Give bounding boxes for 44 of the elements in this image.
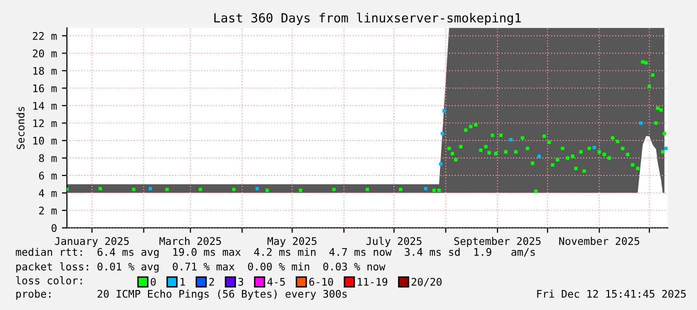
x-tick-label: March 2025 (159, 236, 221, 245)
point (538, 154, 541, 158)
y-axis-title: Seconds (16, 106, 25, 150)
point (442, 109, 446, 113)
y-tick-label: 0 (52, 224, 57, 232)
y-tick-label: 14 m (33, 102, 57, 110)
legend-label: 11-19 (358, 278, 388, 286)
legend-label: 2 (209, 278, 214, 286)
legend-label: 1 (180, 278, 185, 286)
text: Fri Dec 12 15:41:45 2025 (537, 290, 686, 298)
y-tick-label: 8 m (39, 154, 57, 162)
y-tick-label: 10 m (33, 136, 57, 145)
y-tick-label: 18 m (33, 66, 57, 75)
text: median rtt: 6.4 ms avg 19.0 ms max 4.2 ms min 4.7 ms now 3.4 ms sd 1.9 am/s (16, 248, 535, 258)
legend-label: 4-5 (267, 278, 285, 286)
point (440, 132, 444, 136)
point (509, 138, 513, 142)
x-tick-label: September 2025 (454, 236, 541, 248)
x-tick-label: May 2025 (268, 237, 316, 248)
text: probe: 20 ICMP Echo Pings (56 Bytes) every 300s (16, 290, 347, 300)
text: packet loss: 0.01 % avg 0.71 % max 0.00 % min 0.03 % now (16, 262, 386, 273)
point (255, 186, 259, 190)
y-tick-label: 4 m (38, 189, 57, 197)
chart-title: Last 360 Days from linuxserver-smokeping1 (214, 12, 521, 26)
point (148, 186, 152, 190)
y-tick-label: 6 m (39, 172, 57, 180)
y-tick-label: 12 m (33, 119, 57, 128)
x-tick-label: July 2025 (366, 236, 422, 248)
point (424, 186, 428, 190)
legend-label: 20/20 (412, 278, 442, 287)
legend-label: 3 (238, 278, 244, 286)
legend-title: loss color: (16, 276, 82, 284)
point (592, 146, 596, 150)
legend-label: 0 (150, 278, 156, 286)
x-tick-label: January 2025 (54, 237, 129, 248)
legend-label: 6-10 (309, 278, 334, 286)
point (639, 121, 643, 125)
y-tick-label: 22 m (32, 32, 57, 40)
y-tick-label: 20 m (32, 49, 57, 58)
x-tick-label: November 2025 (559, 236, 640, 245)
point (664, 146, 668, 150)
point (439, 162, 442, 166)
y-tick-label: 2 m (39, 206, 57, 214)
y-tick-label: 16 m (33, 84, 57, 92)
